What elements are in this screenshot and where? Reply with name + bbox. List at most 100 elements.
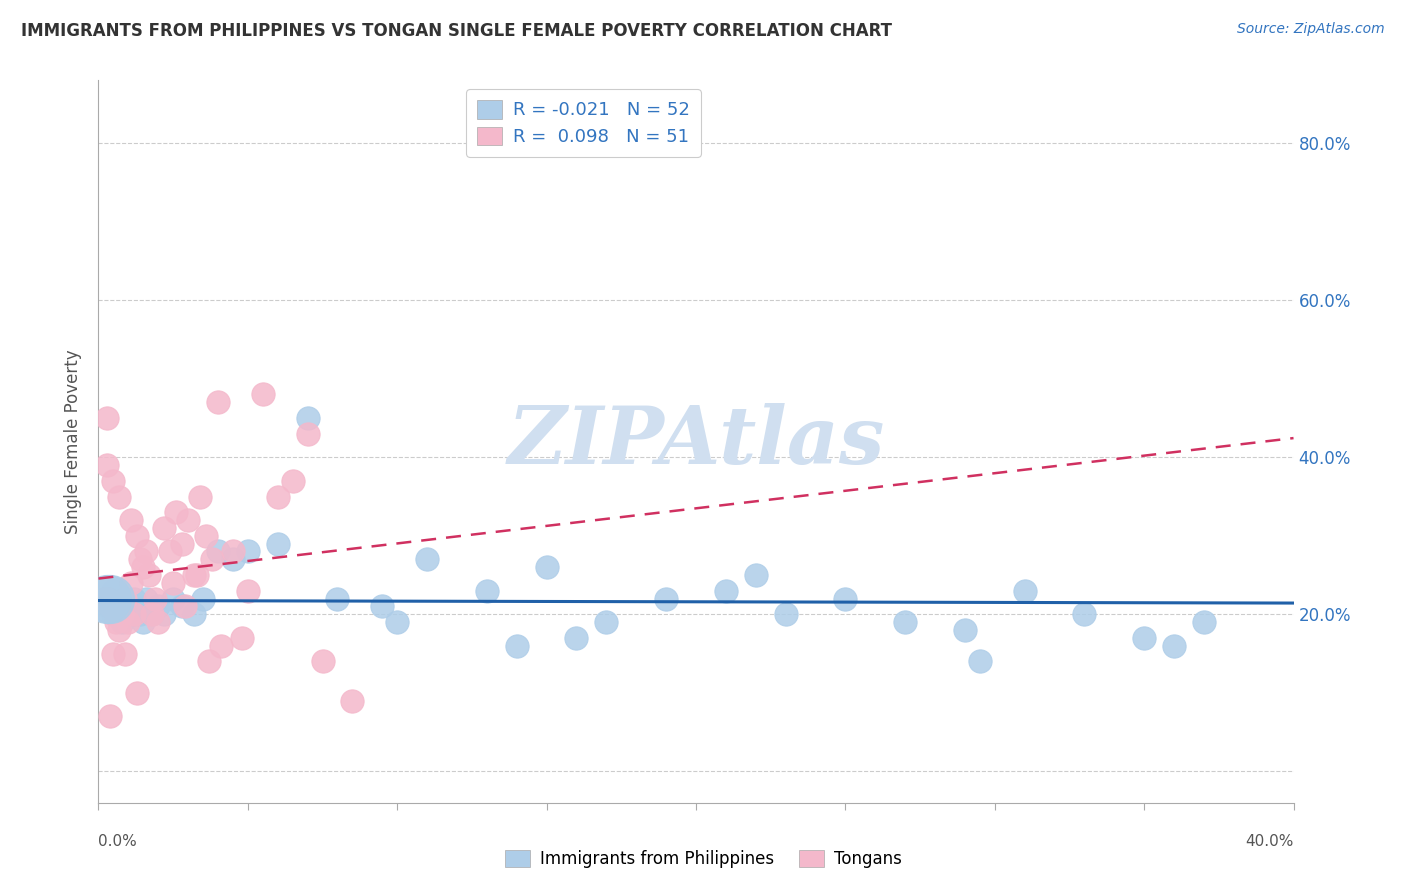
Point [371,599,394,614]
Text: IMMIGRANTS FROM PHILIPPINES VS TONGAN SINGLE FEMALE POVERTY CORRELATION CHART: IMMIGRANTS FROM PHILIPPINES VS TONGAN SI… [21,22,891,40]
Point [222,552,245,566]
Point [207,544,229,558]
Point [98,599,122,614]
Point [267,536,290,550]
Point [120,575,142,590]
Point [267,490,290,504]
Point [98,591,122,606]
Point [108,607,131,622]
Point [342,694,364,708]
Point [105,599,128,614]
Point [1192,615,1215,630]
Point [177,513,200,527]
Legend: R = -0.021   N = 52, R =  0.098   N = 51: R = -0.021 N = 52, R = 0.098 N = 51 [465,89,700,157]
Point [834,591,856,606]
Point [124,607,146,622]
Point [138,568,160,582]
Point [162,591,184,606]
Point [188,490,211,504]
Point [165,505,187,519]
Point [297,411,319,425]
Point [127,529,149,543]
Point [745,568,768,582]
Point [231,631,253,645]
Point [98,591,122,606]
Point [141,607,163,622]
Point [894,615,917,630]
Point [183,568,205,582]
Point [96,591,118,606]
Point [595,615,617,630]
Point [96,458,118,472]
Point [114,591,136,606]
Point [953,623,976,637]
Point [416,552,439,566]
Point [111,615,134,630]
Point [252,387,274,401]
Point [108,623,131,637]
Point [96,599,118,614]
Point [222,544,245,558]
Point [96,411,118,425]
Point [183,607,205,622]
Point [209,639,232,653]
Text: 40.0%: 40.0% [1246,834,1294,849]
Point [775,607,797,622]
Point [129,607,152,622]
Point [1014,583,1036,598]
Point [1163,639,1185,653]
Point [1073,607,1095,622]
Point [120,513,142,527]
Point [93,591,115,606]
Point [385,615,409,630]
Point [159,544,181,558]
Point [1133,631,1156,645]
Point [172,536,194,550]
Point [186,568,208,582]
Point [148,615,170,630]
Point [506,639,529,653]
Point [117,599,139,614]
Legend: Immigrants from Philippines, Tongans: Immigrants from Philippines, Tongans [498,843,908,875]
Point [135,591,157,606]
Point [129,552,152,566]
Point [124,591,146,606]
Point [108,490,131,504]
Text: 0.0%: 0.0% [98,834,138,849]
Point [127,686,149,700]
Point [103,647,125,661]
Point [475,583,498,598]
Point [127,599,149,614]
Point [103,607,125,622]
Point [103,583,125,598]
Point [105,615,128,630]
Point [114,591,136,606]
Point [153,607,176,622]
Point [105,599,128,614]
Point [108,607,131,622]
Point [236,583,259,598]
Point [132,615,155,630]
Point [281,474,304,488]
Point [114,647,136,661]
Text: Source: ZipAtlas.com: Source: ZipAtlas.com [1237,22,1385,37]
Point [969,655,991,669]
Point [297,426,319,441]
Point [565,631,588,645]
Point [655,591,678,606]
Point [132,560,155,574]
Point [311,655,333,669]
Point [111,607,134,622]
Point [236,544,259,558]
Point [98,709,122,723]
Point [326,591,349,606]
Point [96,591,118,606]
Point [141,607,163,622]
Point [195,529,218,543]
Point [135,544,157,558]
Point [162,575,184,590]
Point [117,615,139,630]
Point [120,607,142,622]
Point [174,599,197,614]
Point [143,591,166,606]
